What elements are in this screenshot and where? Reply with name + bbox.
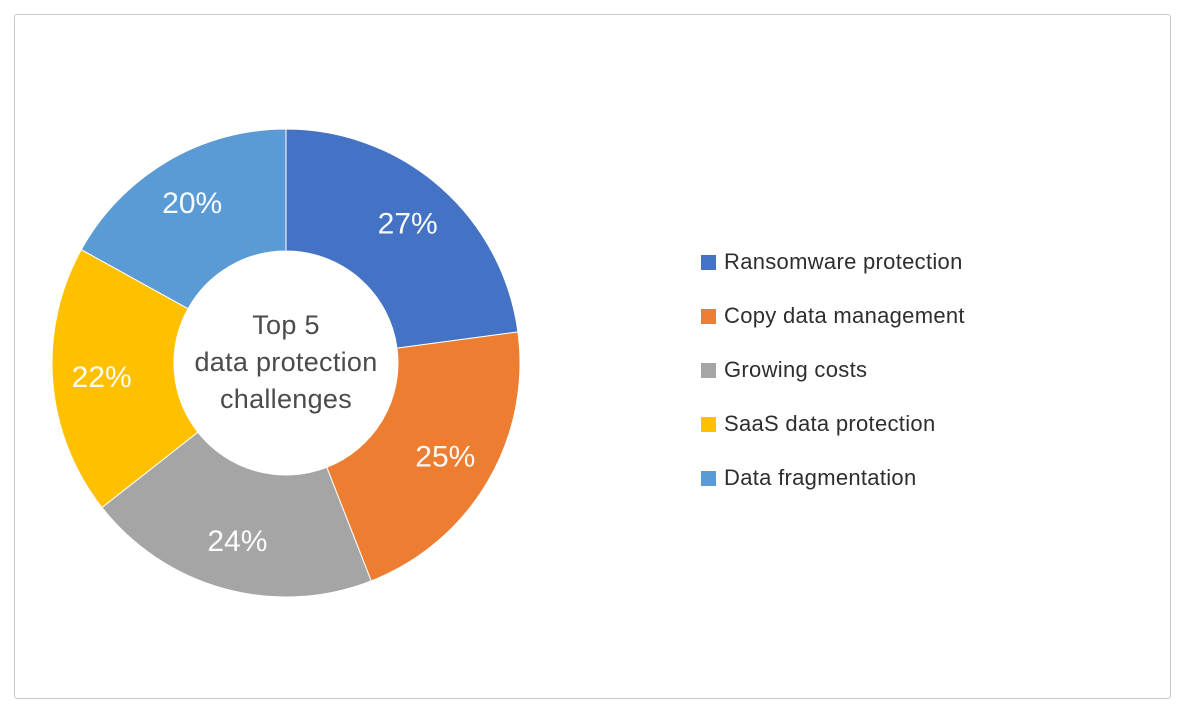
donut-percent-label-3: 22% [72,361,132,394]
chart-frame: 27% 25% 24% 22% 20% Top 5 data protection ch… [14,14,1171,699]
center-label-line-1: Top 5 [252,310,320,340]
donut-percent-label-4: 20% [162,187,222,220]
legend-item-saas-data-protection: SaaS data protection [701,397,965,451]
donut-slice-1 [326,331,521,582]
donut-percent-label-2: 24% [207,525,267,558]
legend-item-growing-costs: Growing costs [701,343,965,397]
donut-slice-0 [285,128,519,349]
donut-chart: 27% 25% 24% 22% 20% [51,128,521,598]
legend-swatch-icon [701,470,716,486]
donut-slice-3 [51,248,199,509]
donut-slice-2 [101,431,372,598]
donut-center-label: Top 5 data protection challenges [136,307,436,418]
legend-item-data-fragmentation: Data fragmentation [701,451,965,505]
legend-label: Growing costs [724,357,868,382]
donut-slice-4 [80,128,287,310]
legend-swatch-icon [701,362,716,378]
legend-swatch-icon [701,308,716,324]
center-label-line-2: data protection [194,347,378,377]
donut-percent-label-0: 27% [378,207,438,240]
legend-item-ransomware-protection: Ransomware protection [701,235,965,289]
legend-label: Copy data management [724,303,965,328]
legend-item-copy-data-management: Copy data management [701,289,965,343]
legend-label: SaaS data protection [724,411,936,436]
legend: Ransomware protection Copy data manageme… [701,235,965,505]
center-label-line-3: challenges [219,384,353,414]
legend-label: Ransomware protection [724,249,963,274]
legend-swatch-icon [701,416,716,432]
donut-percent-label-1: 25% [415,440,475,473]
legend-label: Data fragmentation [724,465,917,490]
legend-swatch-icon [701,254,716,270]
